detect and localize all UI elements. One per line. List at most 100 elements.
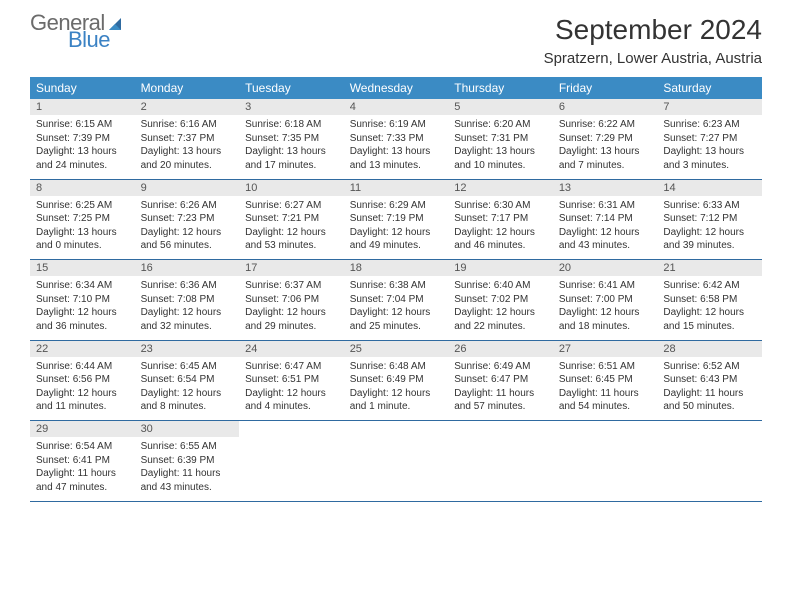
sunrise-text: Sunrise: 6:31 AM bbox=[559, 199, 652, 213]
sunset-text: Sunset: 7:04 PM bbox=[350, 293, 443, 307]
daylight-text-1: Daylight: 12 hours bbox=[245, 387, 338, 401]
daylight-text-2: and 56 minutes. bbox=[141, 239, 234, 253]
sunset-text: Sunset: 7:06 PM bbox=[245, 293, 338, 307]
daylight-text-2: and 8 minutes. bbox=[141, 400, 234, 414]
day-cell: Sunrise: 6:41 AMSunset: 7:00 PMDaylight:… bbox=[553, 276, 658, 340]
sunrise-text: Sunrise: 6:44 AM bbox=[36, 360, 129, 374]
empty-day-cell bbox=[657, 437, 762, 501]
daylight-text-2: and 32 minutes. bbox=[141, 320, 234, 334]
day-number: 19 bbox=[448, 260, 553, 276]
day-number: 15 bbox=[30, 260, 135, 276]
daylight-text-2: and 22 minutes. bbox=[454, 320, 547, 334]
day-cell: Sunrise: 6:42 AMSunset: 6:58 PMDaylight:… bbox=[657, 276, 762, 340]
day-number: 25 bbox=[344, 341, 449, 357]
day-cell: Sunrise: 6:37 AMSunset: 7:06 PMDaylight:… bbox=[239, 276, 344, 340]
daylight-text-1: Daylight: 12 hours bbox=[141, 387, 234, 401]
day-cell: Sunrise: 6:16 AMSunset: 7:37 PMDaylight:… bbox=[135, 115, 240, 179]
empty-day-number bbox=[657, 421, 762, 437]
daynum-row: 15161718192021 bbox=[30, 260, 762, 276]
daylight-text-2: and 47 minutes. bbox=[36, 481, 129, 495]
day-cell: Sunrise: 6:38 AMSunset: 7:04 PMDaylight:… bbox=[344, 276, 449, 340]
sunset-text: Sunset: 7:39 PM bbox=[36, 132, 129, 146]
empty-day-cell bbox=[448, 437, 553, 501]
daylight-text-2: and 57 minutes. bbox=[454, 400, 547, 414]
day-number: 9 bbox=[135, 180, 240, 196]
day-number: 20 bbox=[553, 260, 658, 276]
daylight-text-2: and 46 minutes. bbox=[454, 239, 547, 253]
week-row: Sunrise: 6:25 AMSunset: 7:25 PM Daylight:… bbox=[30, 196, 762, 260]
day-cell: Sunrise: 6:54 AMSunset: 6:41 PMDaylight:… bbox=[30, 437, 135, 501]
sunset-text: Sunset: 7:25 PM bbox=[36, 212, 129, 226]
day-header-row: SundayMondayTuesdayWednesdayThursdayFrid… bbox=[30, 77, 762, 99]
day-number: 14 bbox=[657, 180, 762, 196]
sunrise-text: Sunrise: 6:25 AM bbox=[36, 199, 129, 213]
sunset-text: Sunset: 6:51 PM bbox=[245, 373, 338, 387]
week-row: Sunrise: 6:34 AMSunset: 7:10 PMDaylight:… bbox=[30, 276, 762, 340]
separator-cell bbox=[30, 501, 762, 502]
daylight-text-2: and 24 minutes. bbox=[36, 159, 129, 173]
sunset-text: Sunset: 7:02 PM bbox=[454, 293, 547, 307]
daylight-text-1: Daylight: 12 hours bbox=[36, 306, 129, 320]
day-cell: Sunrise: 6:47 AMSunset: 6:51 PMDaylight:… bbox=[239, 357, 344, 421]
daylight-text-1: Daylight: 12 hours bbox=[245, 306, 338, 320]
day-number: 30 bbox=[135, 421, 240, 437]
daynum-row: 891011121314 bbox=[30, 180, 762, 196]
day-cell: Sunrise: 6:40 AMSunset: 7:02 PMDaylight:… bbox=[448, 276, 553, 340]
day-cell: Sunrise: 6:25 AMSunset: 7:25 PMDaylight:… bbox=[30, 196, 135, 260]
sunset-text: Sunset: 7:14 PM bbox=[559, 212, 652, 226]
sunset-text: Sunset: 6:47 PM bbox=[454, 373, 547, 387]
daylight-text-2: and 43 minutes. bbox=[141, 481, 234, 495]
sunrise-text: Sunrise: 6:23 AM bbox=[663, 118, 756, 132]
day-cell: Sunrise: 6:52 AMSunset: 6:43 PMDaylight:… bbox=[657, 357, 762, 421]
day-number: 5 bbox=[448, 99, 553, 115]
sunrise-text: Sunrise: 6:41 AM bbox=[559, 279, 652, 293]
title-block: September 2024 Spratzern, Lower Austria,… bbox=[544, 14, 762, 67]
logo: General Blue bbox=[30, 14, 127, 50]
sunrise-text: Sunrise: 6:16 AM bbox=[141, 118, 234, 132]
daylight-text-1: Daylight: 13 hours bbox=[350, 145, 443, 159]
daylight-text-2: and 53 minutes. bbox=[245, 239, 338, 253]
day-number: 28 bbox=[657, 341, 762, 357]
sunset-text: Sunset: 7:33 PM bbox=[350, 132, 443, 146]
day-number: 7 bbox=[657, 99, 762, 115]
day-cell: Sunrise: 6:18 AMSunset: 7:35 PMDaylight:… bbox=[239, 115, 344, 179]
day-cell: Sunrise: 6:36 AMSunset: 7:08 PMDaylight:… bbox=[135, 276, 240, 340]
daylight-text-2: and 49 minutes. bbox=[350, 239, 443, 253]
sunrise-text: Sunrise: 6:52 AM bbox=[663, 360, 756, 374]
sunset-text: Sunset: 7:37 PM bbox=[141, 132, 234, 146]
daylight-text-1: Daylight: 12 hours bbox=[141, 306, 234, 320]
day-number: 17 bbox=[239, 260, 344, 276]
day-cell: Sunrise: 6:44 AMSunset: 6:56 PMDaylight:… bbox=[30, 357, 135, 421]
day-number: 11 bbox=[344, 180, 449, 196]
daylight-text-2: and 15 minutes. bbox=[663, 320, 756, 334]
daylight-text-1: Daylight: 12 hours bbox=[245, 226, 338, 240]
empty-day-cell bbox=[239, 437, 344, 501]
day-header: Tuesday bbox=[239, 77, 344, 99]
sunset-text: Sunset: 7:21 PM bbox=[245, 212, 338, 226]
daylight-text-2: and 3 minutes. bbox=[663, 159, 756, 173]
day-number: 10 bbox=[239, 180, 344, 196]
daylight-text-2: and 10 minutes. bbox=[454, 159, 547, 173]
day-number: 1 bbox=[30, 99, 135, 115]
sunrise-text: Sunrise: 6:29 AM bbox=[350, 199, 443, 213]
day-header: Thursday bbox=[448, 77, 553, 99]
empty-day-cell bbox=[344, 437, 449, 501]
daylight-text-1: Daylight: 13 hours bbox=[559, 145, 652, 159]
day-cell: Sunrise: 6:26 AMSunset: 7:23 PMDaylight:… bbox=[135, 196, 240, 260]
day-cell: Sunrise: 6:48 AMSunset: 6:49 PMDaylight:… bbox=[344, 357, 449, 421]
day-header: Saturday bbox=[657, 77, 762, 99]
day-cell: Sunrise: 6:27 AMSunset: 7:21 PMDaylight:… bbox=[239, 196, 344, 260]
empty-day-number bbox=[239, 421, 344, 437]
daylight-text-2: and 1 minute. bbox=[350, 400, 443, 414]
sunset-text: Sunset: 6:39 PM bbox=[141, 454, 234, 468]
sunrise-text: Sunrise: 6:36 AM bbox=[141, 279, 234, 293]
day-number: 26 bbox=[448, 341, 553, 357]
week-row: Sunrise: 6:15 AMSunset: 7:39 PMDaylight:… bbox=[30, 115, 762, 179]
calendar-table: SundayMondayTuesdayWednesdayThursdayFrid… bbox=[30, 77, 762, 502]
daylight-text-2: and 13 minutes. bbox=[350, 159, 443, 173]
sunrise-text: Sunrise: 6:33 AM bbox=[663, 199, 756, 213]
empty-day-number bbox=[553, 421, 658, 437]
sunset-text: Sunset: 7:35 PM bbox=[245, 132, 338, 146]
daylight-text-2: and 18 minutes. bbox=[559, 320, 652, 334]
daylight-text-1: Daylight: 13 hours bbox=[663, 145, 756, 159]
